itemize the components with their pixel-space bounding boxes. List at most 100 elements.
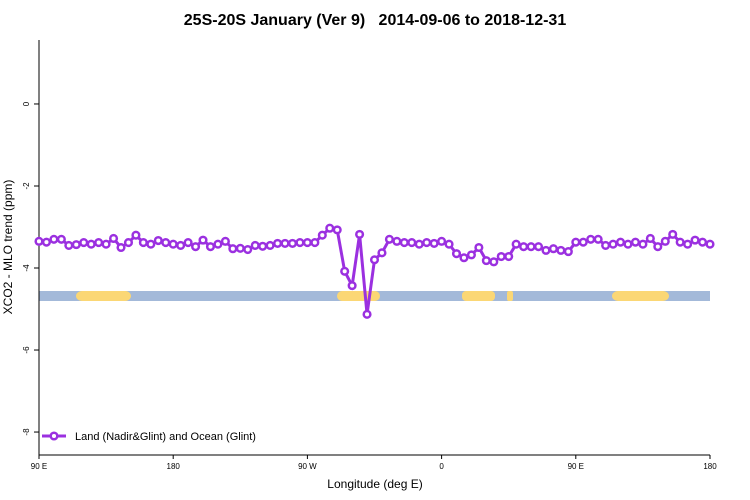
land-band: [76, 291, 131, 301]
point: [153, 235, 163, 246]
point: [444, 239, 454, 249]
point: [220, 236, 230, 246]
point: [526, 242, 536, 252]
point: [690, 235, 700, 245]
point: [86, 239, 96, 249]
point: [586, 234, 596, 244]
point: [623, 239, 633, 249]
point: [79, 238, 89, 248]
point: [183, 238, 193, 248]
point: [399, 238, 409, 248]
point: [101, 239, 111, 249]
point: [668, 229, 678, 239]
point: [131, 230, 141, 240]
point: [705, 239, 715, 249]
point: [556, 245, 566, 255]
point: [384, 234, 394, 244]
point: [608, 239, 618, 249]
y-tick-label: -6: [22, 346, 31, 354]
point: [451, 249, 462, 259]
point: [481, 256, 491, 266]
point: [638, 239, 648, 249]
point: [407, 238, 417, 248]
point: [466, 250, 476, 260]
y-tick-label: -4: [22, 264, 31, 272]
chart-title: 25S-20S January (Ver 9) 2014-09-06 to 20…: [184, 12, 567, 29]
point: [265, 240, 275, 250]
point: [548, 244, 558, 254]
surface-band: [39, 291, 710, 301]
point: [273, 238, 283, 248]
point: [369, 255, 380, 265]
point: [437, 236, 447, 246]
point: [660, 236, 670, 246]
point: [205, 242, 216, 252]
point: [459, 253, 469, 263]
point: [235, 243, 245, 253]
point: [49, 234, 59, 244]
point: [176, 240, 186, 250]
point: [392, 236, 402, 246]
point: [280, 238, 290, 248]
x-axis-label: Longitude (deg E): [327, 477, 422, 491]
point: [429, 238, 439, 248]
point: [146, 239, 156, 249]
x-tick-label: 180: [167, 462, 181, 471]
x-tick-label: 90 E: [31, 462, 47, 471]
point: [601, 240, 611, 250]
point: [377, 248, 387, 258]
point: [571, 237, 581, 247]
point: [250, 240, 260, 250]
x-tick-label: 180: [703, 462, 717, 471]
point: [161, 238, 171, 248]
point: [213, 239, 223, 249]
point: [615, 237, 626, 247]
y-axis-label: XCO2 - MLO trend (ppm): [1, 180, 15, 315]
land-band: [507, 291, 513, 301]
legend-label: Land (Nadir&Glint) and Ocean (Glint): [75, 431, 256, 443]
point: [56, 234, 66, 244]
point: [362, 309, 372, 319]
point: [489, 257, 499, 267]
point: [64, 240, 74, 250]
point: [138, 238, 148, 248]
land-band: [462, 291, 495, 301]
point: [683, 239, 693, 249]
point: [645, 233, 655, 244]
point: [287, 238, 298, 248]
point: [340, 266, 350, 276]
point: [533, 242, 544, 252]
y-tick-label: 0: [22, 101, 31, 106]
point: [563, 247, 573, 257]
point: [228, 244, 238, 254]
point: [302, 238, 312, 248]
point: [191, 242, 201, 252]
point: [123, 238, 134, 248]
x-tick-label: 90 W: [298, 462, 317, 471]
point: [422, 238, 432, 248]
point: [511, 239, 521, 249]
point: [34, 236, 44, 246]
point: [675, 237, 685, 247]
land-band: [337, 291, 380, 301]
point: [168, 239, 178, 249]
x-tick-label: 90 E: [568, 462, 584, 471]
point: [325, 223, 335, 233]
point: [295, 238, 305, 248]
point: [332, 225, 342, 235]
point: [41, 237, 52, 247]
point: [317, 230, 327, 240]
point: [630, 237, 640, 247]
point: [94, 238, 104, 248]
point: [541, 245, 551, 255]
point: [198, 235, 208, 245]
legend-marker: [49, 431, 59, 441]
point: [243, 245, 253, 255]
point: [347, 281, 357, 291]
point: [504, 251, 514, 262]
point: [496, 251, 506, 262]
point: [71, 240, 81, 250]
y-tick-label: -8: [22, 428, 31, 436]
point: [109, 233, 119, 244]
